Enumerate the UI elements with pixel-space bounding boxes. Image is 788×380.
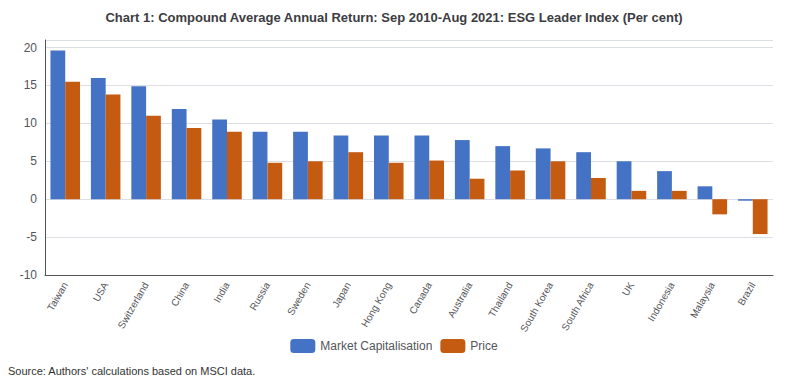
svg-text:10: 10 bbox=[24, 116, 38, 130]
svg-text:Japan: Japan bbox=[330, 280, 353, 309]
svg-text:China: China bbox=[169, 280, 192, 308]
svg-text:Australia: Australia bbox=[445, 280, 474, 320]
svg-text:Price: Price bbox=[470, 339, 498, 353]
svg-text:Switzerland: Switzerland bbox=[116, 280, 151, 330]
svg-text:USA: USA bbox=[91, 280, 111, 304]
svg-text:Hong Kong: Hong Kong bbox=[359, 280, 394, 329]
svg-text:Taiwan: Taiwan bbox=[45, 280, 70, 312]
svg-text:15: 15 bbox=[24, 78, 38, 92]
svg-text:Source: Authors' calculations: Source: Authors' calculations based on M… bbox=[8, 365, 255, 377]
svg-text:0: 0 bbox=[30, 192, 37, 206]
svg-text:Canada: Canada bbox=[407, 280, 434, 316]
svg-text:-5: -5 bbox=[26, 230, 37, 244]
svg-text:Russia: Russia bbox=[247, 280, 272, 312]
svg-text:Brazil: Brazil bbox=[736, 280, 758, 307]
svg-text:Chart 1: Compound Average Annu: Chart 1: Compound Average Annual Return:… bbox=[105, 10, 682, 25]
svg-text:20: 20 bbox=[24, 41, 38, 55]
svg-text:Malaysia: Malaysia bbox=[688, 280, 717, 320]
svg-text:UK: UK bbox=[620, 280, 637, 298]
svg-text:South Africa: South Africa bbox=[559, 280, 596, 333]
svg-text:Sweden: Sweden bbox=[285, 280, 313, 317]
svg-text:5: 5 bbox=[30, 154, 37, 168]
svg-text:Indonesia: Indonesia bbox=[645, 280, 676, 323]
svg-text:India: India bbox=[211, 280, 232, 305]
svg-text:-10: -10 bbox=[20, 268, 38, 282]
svg-text:Thailand: Thailand bbox=[486, 280, 515, 319]
svg-text:South Korea: South Korea bbox=[518, 280, 556, 334]
svg-text:Market Capitalisation: Market Capitalisation bbox=[320, 339, 432, 353]
